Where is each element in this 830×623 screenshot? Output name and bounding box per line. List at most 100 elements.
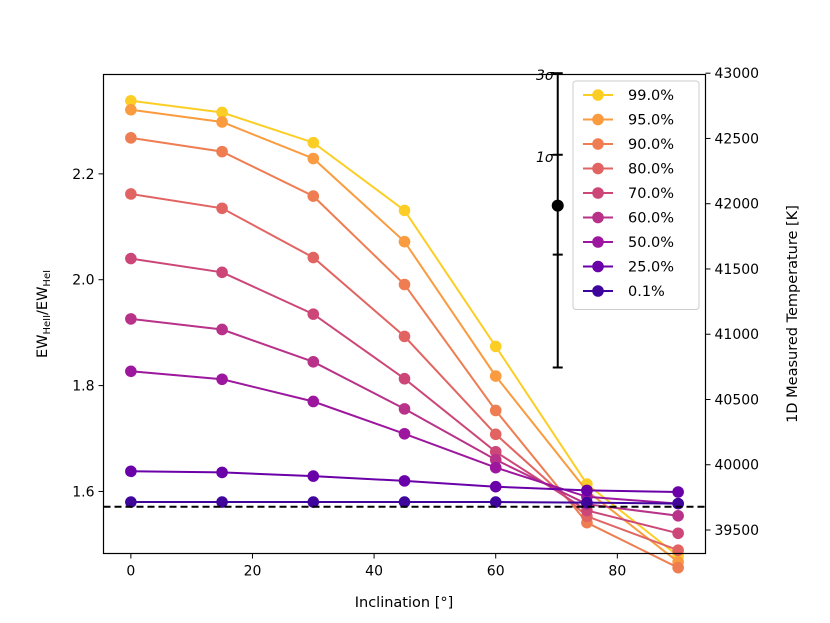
legend-marker	[592, 89, 604, 101]
series-point	[672, 544, 684, 557]
series-point	[398, 204, 411, 217]
series-point	[489, 445, 502, 458]
legend-marker	[592, 211, 604, 224]
series-point	[398, 372, 411, 385]
series-point	[216, 496, 228, 508]
legend-marker	[592, 260, 604, 273]
sigma-label: 3σ	[536, 68, 555, 84]
series-point	[216, 202, 228, 215]
series-point	[125, 365, 137, 378]
series-point	[672, 510, 684, 522]
legend-label: 99.0%	[628, 88, 674, 104]
series-point	[672, 527, 684, 540]
series-point	[489, 461, 502, 474]
y-tick-label: 2.0	[72, 273, 94, 289]
x-tick-label: 40	[365, 564, 383, 580]
series-point	[307, 251, 320, 264]
series-point	[125, 496, 137, 508]
series-point	[125, 95, 137, 107]
y-tick-label: 2.2	[72, 167, 94, 183]
series-point	[581, 496, 593, 509]
x-tick-label: 60	[487, 564, 505, 580]
legend-marker	[592, 138, 604, 150]
series-point	[307, 190, 320, 202]
series-point	[307, 152, 320, 165]
legend-label: 90.0%	[628, 137, 674, 153]
x-tick-label: 80	[608, 564, 626, 580]
y2-tick-label: 40500	[715, 392, 760, 408]
legend-marker	[592, 162, 604, 175]
series-point	[216, 466, 228, 479]
series-point	[216, 145, 228, 158]
series-point	[489, 496, 502, 508]
series-point	[307, 308, 320, 320]
series-point	[489, 370, 502, 382]
series-point	[125, 104, 137, 116]
series-point	[307, 470, 320, 482]
series-point	[125, 188, 137, 200]
legend-marker	[592, 236, 604, 248]
series-point	[398, 278, 411, 291]
legend-label: 60.0%	[628, 211, 674, 227]
axes-group: 0 20 40 60 80 1.6 1.8 2.0 2.2 39500 40000 40500 4100…	[72, 66, 759, 579]
y2-tick-label: 41500	[715, 262, 760, 278]
legend-label: 95.0%	[628, 113, 674, 129]
legend-label: 50.0%	[628, 235, 674, 251]
series-point	[581, 484, 593, 497]
series-point	[489, 428, 502, 441]
series-point	[398, 403, 411, 415]
series-point	[125, 465, 137, 478]
series-point	[216, 323, 228, 336]
measurement-group: 3σ 1σ	[103, 68, 706, 508]
y2-tick-label: 40000	[715, 458, 760, 474]
x-tick-label: 20	[244, 564, 262, 580]
series-point	[216, 266, 228, 279]
series-point	[216, 116, 228, 128]
x-axis-label: Inclination [°]	[355, 595, 454, 611]
legend-label: 25.0%	[628, 260, 674, 276]
series-point	[672, 561, 684, 574]
series-point	[125, 313, 137, 325]
series-point	[307, 395, 320, 408]
plot-frame	[102, 73, 707, 555]
y2-tick-label: 43000	[715, 66, 760, 82]
series-point	[398, 475, 411, 487]
legend-label: 70.0%	[628, 186, 674, 202]
series-point	[216, 106, 228, 119]
y2-tick-label: 42500	[715, 131, 760, 147]
legend-frame	[572, 80, 700, 310]
series-point	[398, 235, 411, 248]
y2-tick-label: 41000	[715, 327, 760, 343]
x-tick-label: 0	[126, 564, 135, 580]
series-group	[125, 95, 684, 574]
series-point	[398, 330, 411, 343]
y2-tick-label: 39500	[715, 523, 760, 539]
series-point	[489, 480, 502, 493]
series-point	[216, 373, 228, 386]
series-point	[307, 496, 320, 508]
series-point	[489, 340, 502, 353]
sigma-label: 1σ	[536, 150, 555, 166]
y-tick-label: 1.6	[72, 484, 94, 500]
series-point	[307, 136, 320, 149]
series-point	[307, 355, 320, 368]
legend-label: 0.1%	[628, 284, 665, 300]
series-point	[672, 486, 684, 498]
y-tick-label: 1.8	[72, 379, 94, 395]
y-axis-label: EWHeII/EWHeI	[35, 270, 53, 358]
series-point	[489, 453, 502, 466]
y2-axis-label: 1D Measured Temperature [K]	[785, 205, 801, 423]
series-point	[398, 496, 411, 508]
series-point	[125, 132, 137, 144]
measurement-point	[551, 199, 564, 212]
legend-label: 80.0%	[628, 162, 674, 178]
series-point	[489, 404, 502, 417]
legend-marker	[592, 187, 604, 199]
legend: 99.0% 95.0% 90.0% 80.0% 70.0% 60.0% 50.0% 25.0%…	[572, 80, 700, 310]
y2-tick-label: 42000	[715, 197, 760, 213]
legend-marker	[592, 285, 604, 297]
series-point	[398, 427, 411, 440]
series-point	[125, 252, 137, 265]
legend-marker	[592, 113, 604, 126]
